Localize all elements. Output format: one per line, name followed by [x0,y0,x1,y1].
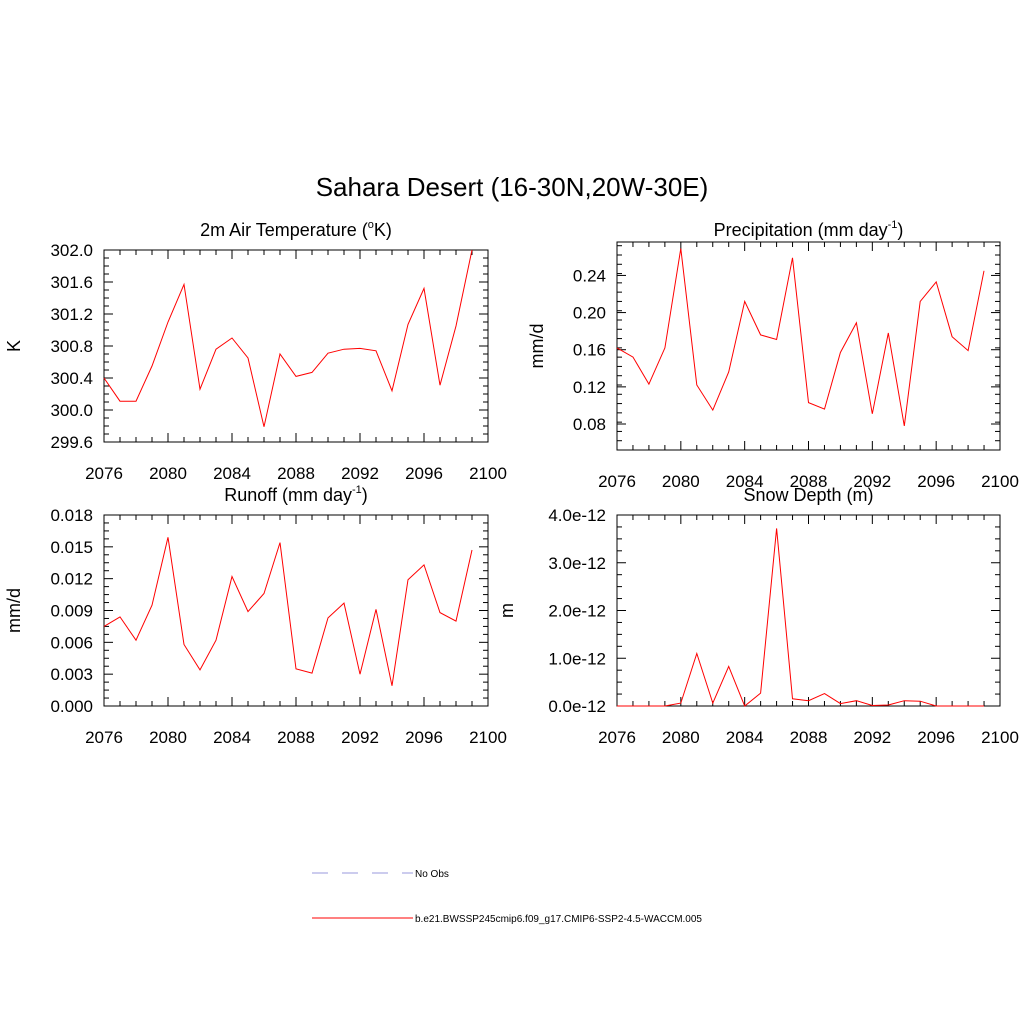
panel-title-end: ) [362,485,368,505]
y-axis-label: K [4,340,24,352]
y-axis-label: mm/d [527,324,547,369]
x-tick-label: 2096 [917,472,955,491]
panel-title-sup: -1 [888,219,898,231]
y-tick-label: 0.0e-12 [548,697,606,716]
plot-frame [103,249,489,443]
x-tick-label: 2084 [213,728,251,747]
x-tick-label: 2088 [790,728,828,747]
x-tick-label: 2080 [662,472,700,491]
x-tick-label: 2088 [277,464,315,483]
series-line [103,537,473,686]
x-tick-label: 2080 [149,464,187,483]
y-tick-label: 0.12 [573,378,606,397]
series-line [103,249,473,427]
x-tick-label: 2100 [469,464,507,483]
y-tick-label: 300.4 [50,369,93,388]
x-tick-label: 2076 [85,728,123,747]
y-tick-label: 302.0 [50,241,93,260]
plot-frame [616,514,1001,707]
x-tick-label: 2076 [598,472,636,491]
y-tick-label: 300.8 [50,337,93,356]
y-tick-label: 299.6 [50,433,93,452]
x-tick-label: 2100 [981,472,1019,491]
y-tick-label: 2.0e-12 [548,602,606,621]
plot-frame [616,241,1001,451]
x-tick-label: 2080 [662,728,700,747]
x-tick-label: 2076 [85,464,123,483]
x-tick-label: 2084 [726,472,764,491]
y-tick-label: 0.08 [573,415,606,434]
x-tick-label: 2088 [790,472,828,491]
y-tick-label: 0.006 [50,633,93,652]
panel-title: Snow Depth (m) [743,485,873,505]
legend-label: No Obs [415,869,449,880]
y-tick-label: 301.6 [50,273,93,292]
legend: No Obs b.e21.BWSSP245cmip6.f09_g17.CMIP6-… [312,869,702,925]
y-tick-label: 0.20 [573,304,606,323]
panel-4: 2076 2080 2084 2088 2092 2096 2100 0.0e-12 1.0e-… [497,485,1019,747]
panel-title-main: Precipitation (mm day [714,220,888,240]
panel-title-main: Runoff (mm day [224,485,352,505]
y-tick-label: 1.0e-12 [548,649,606,668]
panel-title-main: Snow Depth (m) [743,485,873,505]
x-tick-label: 2084 [213,464,251,483]
y-axis-label: mm/d [4,588,24,633]
series-line [617,528,984,707]
x-tick-label: 2096 [405,464,443,483]
x-tick-label: 2080 [149,728,187,747]
panel-3: 2076 2080 2084 2088 2092 2096 2100 0.000 0.003 0.… [4,484,507,747]
y-tick-label: 0.015 [50,538,93,557]
panel-1: 2076 2080 2084 2088 2092 2096 2100 299.6 300.0 30… [4,219,507,483]
panel-title: 2m Air Temperature (oK) [200,219,392,240]
y-tick-label: 0.003 [50,665,93,684]
x-tick-label: 2092 [341,464,379,483]
panel-title: Runoff (mm day-1) [224,484,368,505]
y-tick-label: 301.2 [50,305,93,324]
panels: 2076 2080 2084 2088 2092 2096 2100 299.6 300.0 30… [4,219,1019,747]
series-line [616,248,985,426]
x-tick-label: 2088 [277,728,315,747]
legend-label: b.e21.BWSSP245cmip6.f09_g17.CMIP6-SSP2-4… [415,914,702,925]
panel-title-main: 2m Air Temperature ( [200,220,368,240]
y-tick-label: 4.0e-12 [548,506,606,525]
y-axis-label: m [497,603,517,618]
y-tick-label: 300.0 [50,401,93,420]
panel-2: 2076 2080 2084 2088 2092 2096 2100 0.08 0.12 0.16… [527,219,1019,491]
y-tick-label: 0.012 [50,570,93,589]
figure-title: Sahara Desert (16-30N,20W-30E) [316,172,709,202]
panel-title: Precipitation (mm day-1) [714,219,904,240]
panel-title-end: ) [897,220,903,240]
x-tick-label: 2076 [598,728,636,747]
x-tick-label: 2092 [853,728,891,747]
y-tick-label: 0.009 [50,602,93,621]
x-tick-label: 2096 [405,728,443,747]
y-tick-label: 0.000 [50,697,93,716]
panel-title-sup: -1 [352,484,362,496]
y-tick-label: 0.018 [50,506,93,525]
x-tick-label: 2100 [981,728,1019,747]
x-tick-label: 2092 [853,472,891,491]
panel-title-end: K) [374,220,392,240]
x-tick-label: 2096 [917,728,955,747]
y-tick-label: 0.24 [573,266,606,285]
plot-frame [103,514,489,707]
x-tick-label: 2084 [726,728,764,747]
panel-title-sup: o [368,219,374,231]
y-tick-label: 3.0e-12 [548,554,606,573]
y-tick-label: 0.16 [573,341,606,360]
x-tick-label: 2100 [469,728,507,747]
x-tick-label: 2092 [341,728,379,747]
